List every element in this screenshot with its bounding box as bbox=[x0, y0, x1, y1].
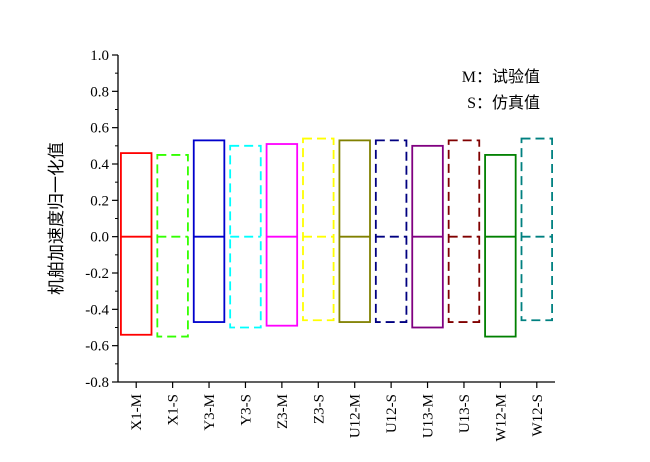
y-tick-label: 0.2 bbox=[90, 193, 109, 209]
box-series bbox=[120, 137, 553, 338]
box-x1-m bbox=[120, 152, 153, 336]
box-z3-m bbox=[265, 143, 299, 327]
box-u12-s bbox=[374, 139, 408, 323]
x-tick-label: Z3-M bbox=[275, 394, 291, 429]
x-tick-label: U13-M bbox=[421, 394, 437, 438]
legend-entry-s: S：仿真值 bbox=[467, 94, 540, 112]
x-tick-label: X1-S bbox=[166, 394, 182, 426]
y-tick-label: 0.0 bbox=[90, 230, 109, 246]
box-y3-s bbox=[229, 144, 262, 329]
y-tick-label: -0.8 bbox=[85, 375, 109, 391]
x-tick-label: Y3-S bbox=[238, 394, 254, 426]
x-tick-label: Z3-S bbox=[311, 394, 327, 424]
box-u12-m bbox=[338, 139, 371, 323]
x-tick-label: W12-M bbox=[493, 394, 509, 442]
box-w12-m bbox=[484, 154, 517, 338]
box-z3-s bbox=[302, 137, 335, 322]
y-tick-label: 0.4 bbox=[90, 157, 109, 173]
y-tick-label: 0.8 bbox=[90, 84, 109, 100]
axes bbox=[112, 54, 555, 388]
y-tick-label: -0.6 bbox=[85, 339, 109, 355]
y-axis-title: 机舶加速度归一化值 bbox=[47, 142, 67, 295]
y-tick-label: -0.2 bbox=[85, 266, 109, 282]
x-tick-label: U12-S bbox=[384, 394, 400, 433]
box-w12-s bbox=[520, 137, 553, 322]
x-tick-label: X1-M bbox=[129, 394, 145, 431]
x-tick-label: W12-S bbox=[530, 394, 546, 437]
box-u13-s bbox=[447, 139, 481, 323]
x-tick-label: U12-M bbox=[348, 394, 364, 438]
y-tick-label: 1.0 bbox=[90, 48, 109, 64]
box-y3-m bbox=[192, 139, 226, 323]
box-x1-s bbox=[156, 154, 189, 338]
y-tick-label: -0.4 bbox=[85, 302, 109, 318]
x-tick-label: Y3-M bbox=[202, 394, 218, 431]
x-tick-label: U13-S bbox=[457, 394, 473, 433]
y-tick-label: 0.6 bbox=[90, 121, 109, 137]
tick-labels: -0.8 -0.6 -0.4 -0.2 0.0 0.2 0.4 0.6 0.8 1.0 X1-M X1… bbox=[85, 48, 546, 442]
legend-entry-m: M：试验值 bbox=[462, 68, 540, 86]
